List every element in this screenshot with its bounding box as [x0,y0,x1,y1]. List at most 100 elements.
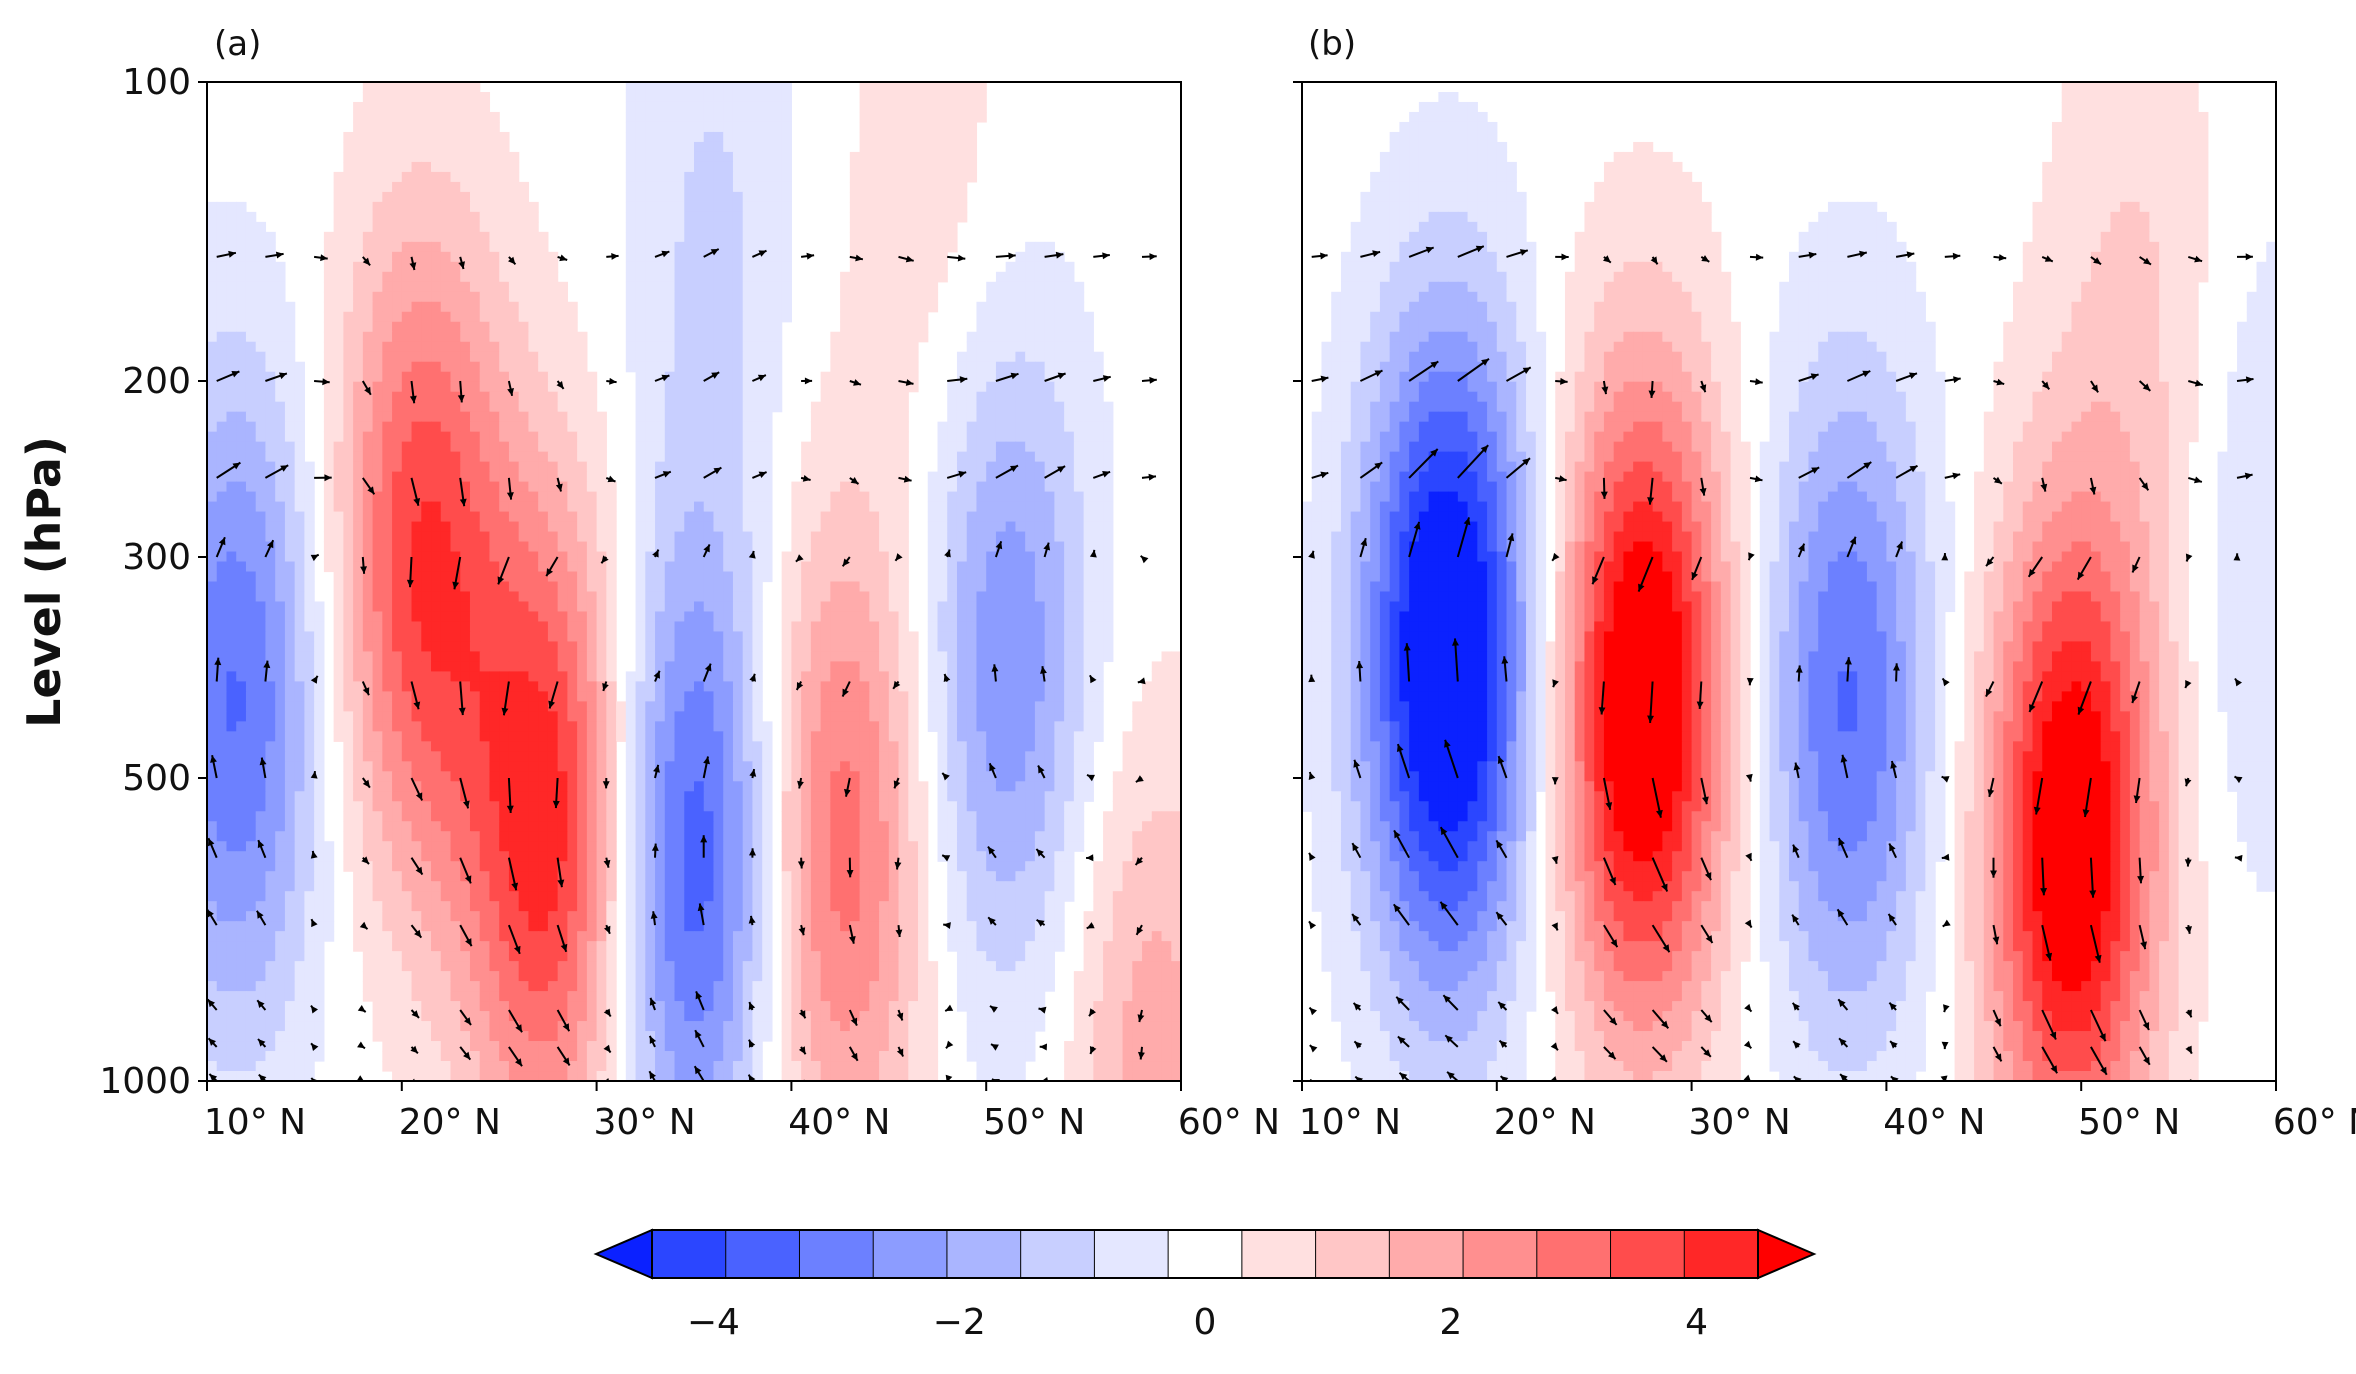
contour-cell [888,631,900,643]
contour-cell [567,431,578,443]
contour-cell [216,751,228,762]
contour-cell [284,341,296,353]
contour-cell [557,561,568,573]
contour-cell [927,561,939,573]
contour-cell [976,301,987,313]
contour-cell [236,461,247,473]
contour-cell [1025,651,1036,663]
contour-cell [1044,631,1055,643]
contour-cell [966,571,978,583]
contour-cell [830,571,841,583]
contour-cell [752,501,763,513]
contour-cell [596,741,607,752]
contour-cell [567,361,578,373]
contour-cell [859,171,870,183]
contour-cell [333,311,344,323]
contour-cell [207,271,218,283]
contour-cell [771,111,783,123]
contour-cell [216,701,228,712]
contour-cell [694,421,705,433]
contour-cell [1015,251,1026,263]
contour-cell [401,641,413,653]
contour-cell [820,521,831,533]
contour-cell [771,251,783,263]
contour-cell [265,501,276,513]
contour-cell [528,641,539,653]
contour-cell [343,201,354,213]
contour-cell [284,611,296,623]
contour-cell [216,391,228,403]
contour-cell [830,381,841,393]
contour-cell [645,681,656,692]
contour-cell [557,521,568,533]
contour-cell [713,661,724,673]
contour-cell [314,751,325,762]
contour-cell [625,291,637,303]
contour-cell [1103,511,1114,523]
contour-cell [918,301,929,313]
contour-cell [859,311,870,323]
contour-cell [538,701,549,712]
contour-cell [791,541,802,553]
contour-cell [869,131,880,143]
contour-cell [869,741,880,752]
contour-cell [392,471,403,483]
contour-cell [869,371,880,383]
contour-cell [226,751,237,762]
contour-cell [284,441,296,453]
contour-cell [508,331,520,343]
contour-cell [888,641,900,653]
contour-cell [762,111,773,123]
contour-cell [869,121,880,133]
contour-cell [323,531,335,543]
contour-cell [401,721,413,732]
contour-cell [343,541,354,553]
contour-cell [323,271,335,283]
contour-cell [674,561,685,573]
contour-cell [1025,591,1036,603]
contour-cell [460,101,471,113]
contour-cell [245,711,257,722]
contour-cell [294,401,305,413]
contour-cell [518,381,530,393]
contour-cell [1083,521,1094,533]
contour-cell [869,211,880,223]
contour-cell [995,731,1007,742]
contour-cell [440,281,452,293]
contour-cell [538,511,549,523]
contour-cell [713,711,724,722]
contour-cell [1093,611,1104,623]
contour-cell [411,541,422,553]
contour-cell [879,161,890,173]
contour-cell [947,721,958,732]
contour-cell [499,521,510,533]
contour-cell [684,351,695,363]
contour-cell [431,721,442,732]
contour-cell [976,421,987,433]
contour-cell [879,511,890,523]
contour-cell [927,181,939,193]
contour-cell [275,421,286,433]
contour-cell [830,621,841,633]
contour-cell [314,691,325,702]
contour-cell [538,351,549,363]
contour-cell [927,591,939,603]
contour-cell [1064,711,1075,722]
contour-cell [927,161,939,173]
contour-cell [567,701,578,712]
contour-cell [645,601,656,613]
contour-cell [694,121,705,133]
contour-cell [372,621,383,633]
contour-cell [645,571,656,583]
contour-cell [908,381,919,393]
contour-cell [528,651,539,663]
contour-cell [947,231,958,243]
contour-cell [606,691,617,702]
contour-cell [859,491,870,503]
contour-cell [966,601,978,613]
contour-cell [830,421,841,433]
contour-cell [694,481,705,493]
contour-cell [937,531,948,543]
contour-cell [674,701,685,712]
contour-cell [830,711,841,722]
